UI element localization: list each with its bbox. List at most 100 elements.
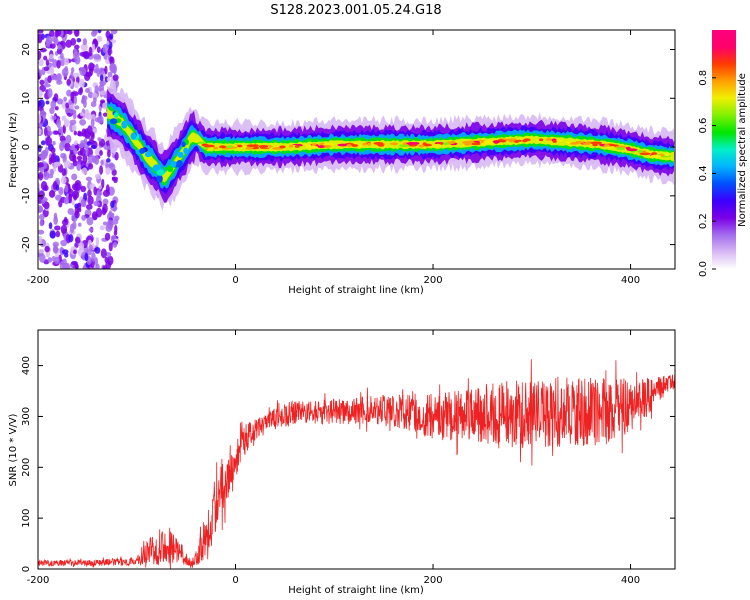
- spectrogram-noise-cell: [72, 159, 78, 167]
- spectrogram-noise-cell: [112, 241, 118, 248]
- spectrogram-noise-cell: [38, 162, 44, 168]
- spectrogram-noise-cell: [74, 81, 79, 89]
- spectrogram-noise-cell: [81, 214, 86, 221]
- spectrogram-noise-cell: [79, 111, 84, 117]
- spectrogram-noise-cell: [105, 167, 111, 175]
- spectrogram-noise-cell: [99, 80, 107, 86]
- spectrogram-noise-cell: [62, 124, 66, 134]
- spectrogram-peak-cell: [367, 142, 372, 146]
- spectrogram-noise-cell: [65, 106, 70, 114]
- spectrogram-noise-cell: [76, 37, 82, 43]
- spectrogram-noise-cell: [48, 222, 53, 230]
- spectrogram-peak-cell: [246, 144, 257, 148]
- spectrogram-noise-cell: [99, 165, 104, 175]
- spectrogram-peak-cell: [603, 143, 610, 147]
- spectrogram-noise-cell: [87, 239, 92, 246]
- spectrogram-noise-cell: [43, 66, 50, 72]
- spectrogram-peak-cell: [213, 146, 218, 150]
- spectrogram-noise-cell: [77, 222, 82, 227]
- spectrogram-peak-cell: [590, 141, 602, 145]
- spectrogram-noise-cell: [102, 189, 110, 197]
- spectrogram-peak-cell: [237, 144, 243, 148]
- spectrogram-noise-cell: [68, 188, 74, 198]
- spectrogram-noise-cell: [38, 214, 45, 221]
- spectrogram-noise-cell: [71, 124, 77, 132]
- spectrogram-peak-cell: [109, 118, 118, 125]
- spectrogram-noise-cell: [74, 182, 81, 192]
- spectrogram-peak-cell: [201, 143, 209, 147]
- spectrogram-peak-cell: [311, 143, 317, 146]
- spectrogram-noise-cell: [104, 232, 111, 241]
- spectrogram-noise-cell: [48, 53, 54, 60]
- spectrogram-peak-cell: [461, 141, 470, 144]
- spectrogram-noise-cell: [54, 225, 61, 231]
- spectrogram-ridge-band: [107, 107, 675, 183]
- spectrogram-noise-cell: [45, 59, 50, 66]
- spectrogram-noise-cell: [56, 98, 64, 105]
- spectrogram-noise-cell: [44, 245, 50, 253]
- spectrogram-peak-cell: [582, 142, 591, 146]
- spectrogram-noise-cell: [63, 96, 67, 102]
- snr-panel: -200 0 200 400 0 100 200 300 400 Height of strai…: [8, 329, 676, 596]
- spectrogram-noise-cell: [81, 167, 88, 175]
- spectrogram-noise-cell: [105, 30, 111, 39]
- spectrogram-x-tick-label: 0: [232, 275, 238, 286]
- spectrogram-noise-cell: [55, 30, 62, 37]
- spectrogram-noise-cell: [70, 71, 74, 81]
- snr-ticks: -200 0 200 400 0 100 200 300 400: [21, 330, 675, 586]
- spectrogram-noise-cell: [92, 97, 97, 103]
- spectrogram-noise-cell: [90, 131, 95, 138]
- spectrogram-peak-cell: [113, 112, 119, 119]
- spectrogram-noise-cell: [80, 43, 88, 52]
- spectrogram-noise-cell: [43, 126, 48, 137]
- colorbar-scale: [712, 30, 736, 269]
- spectrogram-noise-cell: [38, 144, 42, 153]
- spectrogram-peak-cell: [664, 153, 670, 157]
- spectrogram-noise-cell: [107, 163, 114, 169]
- spectrogram-noise-cell: [113, 230, 118, 236]
- spectrogram-noise-cell: [106, 77, 111, 82]
- spectrogram-noise-cell: [49, 168, 55, 176]
- spectrogram-noise-cell: [54, 106, 59, 111]
- spectrogram-noise-cell: [53, 130, 60, 135]
- spectrogram-noise-cell: [66, 78, 71, 86]
- spectrogram-noise-cell: [80, 198, 86, 208]
- spectrogram-y-tick-label: 20: [21, 43, 32, 56]
- spectrogram-noise-cell: [38, 171, 44, 181]
- spectrogram-noise-cell: [39, 219, 44, 227]
- spectrogram-noise-cell: [71, 173, 78, 181]
- spectrogram-noise-cell: [87, 91, 94, 99]
- spectrogram-noise-cell: [101, 178, 105, 189]
- spectrogram-x-tick-label: 200: [423, 275, 442, 286]
- spectrogram-noise-cell: [72, 190, 80, 199]
- spectrogram-noise-cell: [109, 56, 114, 63]
- spectrogram-noise-cell: [75, 236, 81, 244]
- spectrogram-noise-cell: [45, 100, 50, 105]
- spectrogram-noise-cell: [83, 137, 88, 144]
- spectrogram-peak-cell: [418, 144, 425, 148]
- spectrogram-peak-cell: [258, 145, 268, 148]
- spectrogram-peak-cell: [197, 141, 207, 145]
- spectrogram-peak-cell: [575, 140, 584, 144]
- spectrogram-noise-cell: [97, 115, 104, 124]
- spectrogram-noise-cell: [84, 72, 91, 82]
- spectrogram-noise-cell: [96, 46, 101, 54]
- spectrogram-noise-cell: [90, 144, 97, 149]
- spectrogram-noise-cell: [69, 119, 77, 125]
- spectrogram-noise-cell: [102, 112, 108, 117]
- spectrogram-peak-cell: [183, 147, 189, 155]
- spectrogram-noise-cell: [65, 134, 72, 144]
- spectrogram-peak-cell: [514, 140, 520, 143]
- spectrogram-noise-cell: [38, 235, 43, 241]
- spectrogram-peak-cell: [279, 145, 286, 149]
- spectrogram-noise-cell: [105, 158, 111, 163]
- spectrogram-noise-cell: [84, 146, 89, 156]
- snr-x-tick-label: 400: [621, 575, 640, 586]
- spectrogram-noise-cell: [94, 155, 100, 166]
- figure-title: S128.2023.001.05.24.G18: [270, 3, 441, 18]
- spectrogram-noise-cell: [99, 90, 107, 96]
- spectrogram-noise-cell: [94, 173, 102, 180]
- spectrogram-noise-cell: [98, 67, 105, 76]
- colorbar-tick-label: 0.8: [698, 70, 709, 86]
- spectrogram-noise-cell: [70, 260, 78, 266]
